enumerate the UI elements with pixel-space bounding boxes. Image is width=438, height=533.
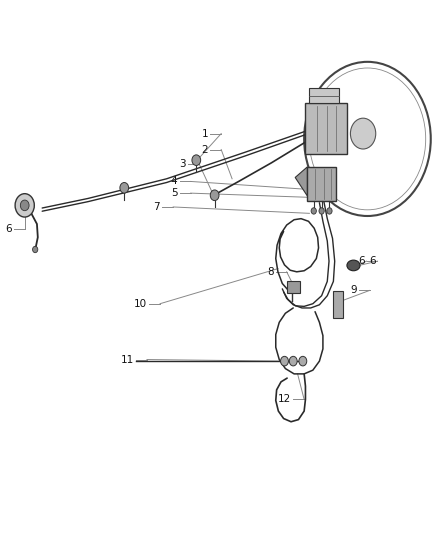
Text: 6: 6: [358, 256, 364, 266]
Circle shape: [299, 357, 307, 366]
Circle shape: [350, 118, 376, 149]
Circle shape: [319, 208, 324, 214]
Text: 9: 9: [350, 286, 357, 295]
Polygon shape: [295, 167, 307, 196]
Text: 4: 4: [171, 176, 177, 187]
Text: 6: 6: [370, 256, 376, 266]
Circle shape: [32, 246, 38, 253]
Text: 10: 10: [134, 298, 147, 309]
Text: 6: 6: [5, 224, 12, 235]
Circle shape: [20, 200, 29, 211]
Circle shape: [15, 193, 34, 217]
Ellipse shape: [347, 260, 360, 271]
FancyBboxPatch shape: [308, 88, 339, 103]
Circle shape: [281, 357, 288, 366]
Text: 5: 5: [171, 188, 177, 198]
FancyBboxPatch shape: [287, 281, 300, 293]
Circle shape: [210, 190, 219, 200]
Text: 12: 12: [278, 394, 291, 405]
Text: 11: 11: [120, 354, 134, 365]
FancyBboxPatch shape: [305, 103, 347, 154]
Circle shape: [192, 155, 201, 165]
Text: 7: 7: [153, 202, 160, 212]
FancyBboxPatch shape: [333, 292, 343, 318]
Circle shape: [327, 208, 332, 214]
Text: 2: 2: [201, 144, 208, 155]
Circle shape: [289, 357, 297, 366]
Text: 1: 1: [201, 128, 208, 139]
FancyBboxPatch shape: [307, 167, 336, 201]
Text: 8: 8: [267, 267, 274, 277]
Circle shape: [120, 182, 129, 193]
Text: 3: 3: [180, 159, 186, 169]
Circle shape: [311, 208, 316, 214]
